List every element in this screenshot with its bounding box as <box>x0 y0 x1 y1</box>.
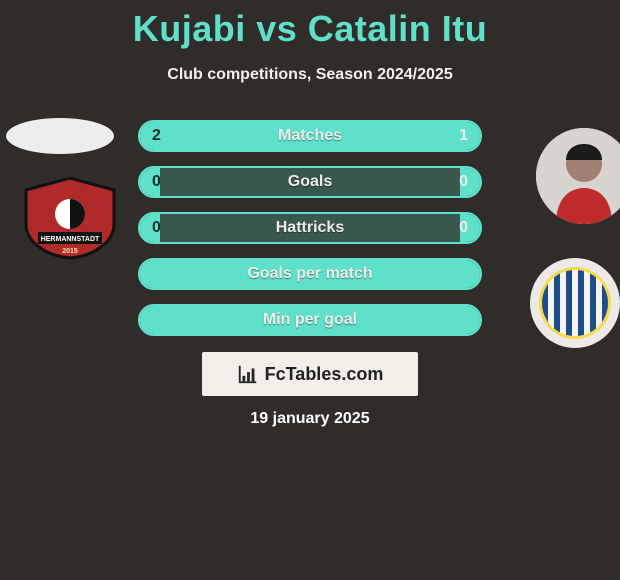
avatar-player-left <box>6 118 114 154</box>
stat-row-goals: 0 Goals 0 <box>138 166 482 198</box>
stats-container: 2 Matches 1 0 Goals 0 0 Hattricks 0 Goal… <box>138 120 482 350</box>
stat-label: Goals <box>140 168 480 196</box>
club-left-year: 2015 <box>62 248 78 255</box>
stat-label: Min per goal <box>140 306 480 334</box>
chart-icon <box>237 363 259 385</box>
stat-label: Matches <box>140 122 480 150</box>
club-left-name: HERMANNSTADT <box>41 236 100 243</box>
page-title: Kujabi vs Catalin Itu <box>0 0 620 50</box>
footer-date: 19 january 2025 <box>0 410 620 428</box>
subtitle: Club competitions, Season 2024/2025 <box>0 66 620 84</box>
stat-label: Goals per match <box>140 260 480 288</box>
stat-value-right: 0 <box>459 168 468 196</box>
club-badge-left: HERMANNSTADT 2015 <box>20 176 120 260</box>
stat-label: Hattricks <box>140 214 480 242</box>
stat-row-min-per-goal: Min per goal <box>138 304 482 336</box>
stat-row-hattricks: 0 Hattricks 0 <box>138 212 482 244</box>
watermark-text: FcTables.com <box>265 364 384 385</box>
avatar-player-right <box>536 128 620 224</box>
stat-row-goals-per-match: Goals per match <box>138 258 482 290</box>
watermark: FcTables.com <box>202 352 418 396</box>
stat-value-right: 1 <box>459 122 468 150</box>
stat-row-matches: 2 Matches 1 <box>138 120 482 152</box>
club-badge-right <box>530 258 620 344</box>
stat-value-right: 0 <box>459 214 468 242</box>
